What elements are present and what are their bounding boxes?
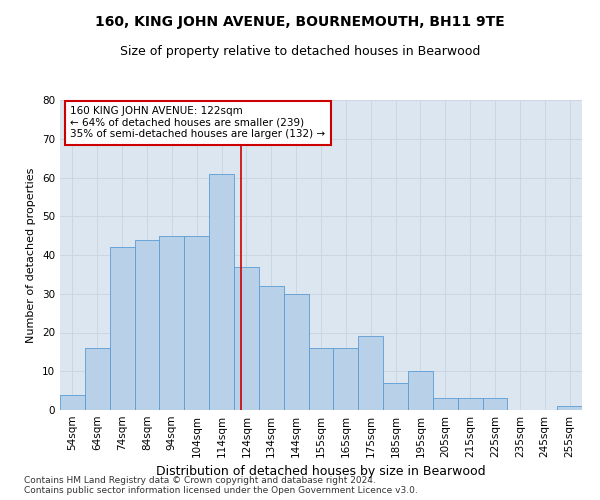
Text: Contains HM Land Registry data © Crown copyright and database right 2024.
Contai: Contains HM Land Registry data © Crown c…	[24, 476, 418, 495]
Text: 160, KING JOHN AVENUE, BOURNEMOUTH, BH11 9TE: 160, KING JOHN AVENUE, BOURNEMOUTH, BH11…	[95, 15, 505, 29]
Bar	[110, 247, 134, 410]
Bar	[60, 394, 85, 410]
Bar	[458, 398, 482, 410]
Bar	[234, 266, 259, 410]
Bar	[209, 174, 234, 410]
Bar	[383, 383, 408, 410]
Text: Size of property relative to detached houses in Bearwood: Size of property relative to detached ho…	[120, 45, 480, 58]
Bar	[557, 406, 582, 410]
X-axis label: Distribution of detached houses by size in Bearwood: Distribution of detached houses by size …	[156, 466, 486, 478]
Bar	[308, 348, 334, 410]
Bar	[259, 286, 284, 410]
Bar	[482, 398, 508, 410]
Bar	[134, 240, 160, 410]
Y-axis label: Number of detached properties: Number of detached properties	[26, 168, 37, 342]
Bar	[358, 336, 383, 410]
Bar	[85, 348, 110, 410]
Bar	[160, 236, 184, 410]
Bar	[284, 294, 308, 410]
Bar	[408, 371, 433, 410]
Bar	[433, 398, 458, 410]
Bar	[184, 236, 209, 410]
Text: 160 KING JOHN AVENUE: 122sqm
← 64% of detached houses are smaller (239)
35% of s: 160 KING JOHN AVENUE: 122sqm ← 64% of de…	[70, 106, 326, 140]
Bar	[334, 348, 358, 410]
